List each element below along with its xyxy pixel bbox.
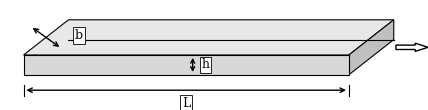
FancyArrow shape <box>396 43 428 51</box>
Polygon shape <box>24 20 394 55</box>
Text: b: b <box>75 29 83 42</box>
Text: h: h <box>202 58 210 71</box>
Bar <box>24 55 349 75</box>
Text: L: L <box>182 97 190 110</box>
Polygon shape <box>349 20 394 75</box>
